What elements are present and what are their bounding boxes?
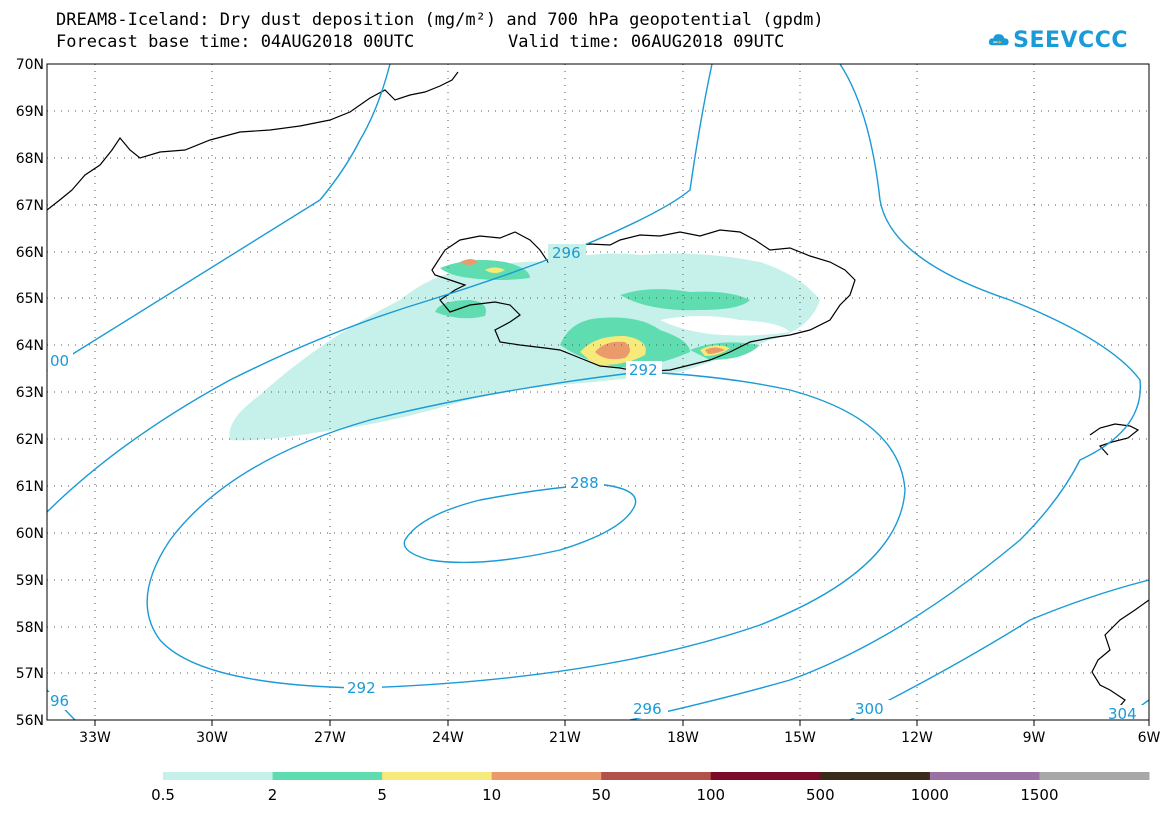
seevccc-logo: SEEVCCC [988,20,1128,60]
lon-label: 9W [1023,730,1046,746]
colorbar-segment [491,772,602,780]
lat-label: 69N [16,104,44,120]
contour-288 [403,484,637,564]
contour-labels: 296 292 288 292 296 300 304 00 96 [47,244,1143,723]
lat-label: 61N [16,479,44,495]
lon-label: 27W [314,730,346,746]
contour-label-296: 296 [552,244,581,262]
lat-label: 60N [16,526,44,542]
map-title: DREAM8-Iceland: Dry dust deposition (mg/… [56,10,824,30]
colorbar-segment [272,772,383,780]
colorbar [163,772,1150,780]
colorbar-segment [710,772,821,780]
colorbar-segment [163,772,274,780]
colorbar-label: 10 [482,786,502,804]
lat-label: 62N [16,432,44,448]
colorbar-label: 0.5 [151,786,175,804]
longitude-labels: 33W 30W 27W 24W 21W 18W 15W 12W 9W 6W [79,730,1160,746]
latitude-labels: 70N 69N 68N 67N 66N 65N 64N 63N 62N 61N … [16,57,44,729]
colorbar-label: 500 [806,786,835,804]
contour-296-north [47,64,713,513]
valid-time: Valid time: 06AUG2018 09UTC [508,32,785,52]
lon-label: 18W [667,730,699,746]
contour-label-292-south: 292 [347,679,376,697]
contour-label-300: 300 [855,700,884,718]
lat-label: 57N [16,666,44,682]
lat-label: 59N [16,573,44,589]
greenland-coast [47,71,459,211]
faroe-coast [1089,423,1140,456]
contour-label-288: 288 [570,474,599,492]
colorbar-label: 50 [591,786,611,804]
dust-deposition-field [229,253,820,441]
colorbar-label: 1000 [910,786,949,804]
map-area: 296 292 288 292 296 300 304 00 96 [47,64,1149,723]
graticule [47,64,1149,720]
lat-label: 63N [16,385,44,401]
lon-label: 30W [196,730,228,746]
logo-text: SEEVCCC [1013,27,1128,53]
contour-300-left [47,64,391,371]
contour-label-292-north: 292 [629,361,658,379]
colorbar-label: 100 [696,786,726,804]
lat-label: 68N [16,151,44,167]
contour-296-east [629,64,1142,720]
lat-label: 64N [16,338,44,354]
base-time: Forecast base time: 04AUG2018 00UTC Valid… [56,32,784,52]
contour-292 [146,371,906,689]
lat-label: 58N [16,620,44,636]
map-frame [46,63,1150,721]
scotland-coast [1091,599,1149,720]
lon-label: 24W [432,730,464,746]
lat-label: 65N [16,291,44,307]
colorbar-label: 5 [377,786,387,804]
colorbar-segment [601,772,712,780]
base-time-text: Forecast base time: 04AUG2018 00UTC [56,32,415,52]
colorbar-label: 2 [267,786,278,804]
colorbar-segment [929,772,1040,780]
lat-label: 67N [16,198,44,214]
colorbar-segment [1039,772,1150,780]
colorbar-segment [820,772,931,780]
cloud-logo-icon [988,34,1009,46]
colorbar-label: 1500 [1020,786,1059,804]
lat-label: 56N [16,713,44,729]
colorbar-segment [382,772,493,780]
tick-marks [94,720,1150,726]
lon-label: 6W [1138,730,1161,746]
contour-300-east [849,579,1149,720]
contour-label-296-left: 96 [50,692,69,710]
contour-label-304: 304 [1108,705,1137,723]
geopotential-contours [47,64,1149,720]
contour-label-300-left: 00 [50,352,69,370]
lon-label: 33W [79,730,111,746]
lon-label: 21W [549,730,581,746]
lat-label: 70N [16,57,44,73]
contour-label-296-south: 296 [633,700,662,718]
lat-label: 66N [16,245,44,261]
lon-label: 15W [784,730,816,746]
lon-label: 12W [901,730,933,746]
